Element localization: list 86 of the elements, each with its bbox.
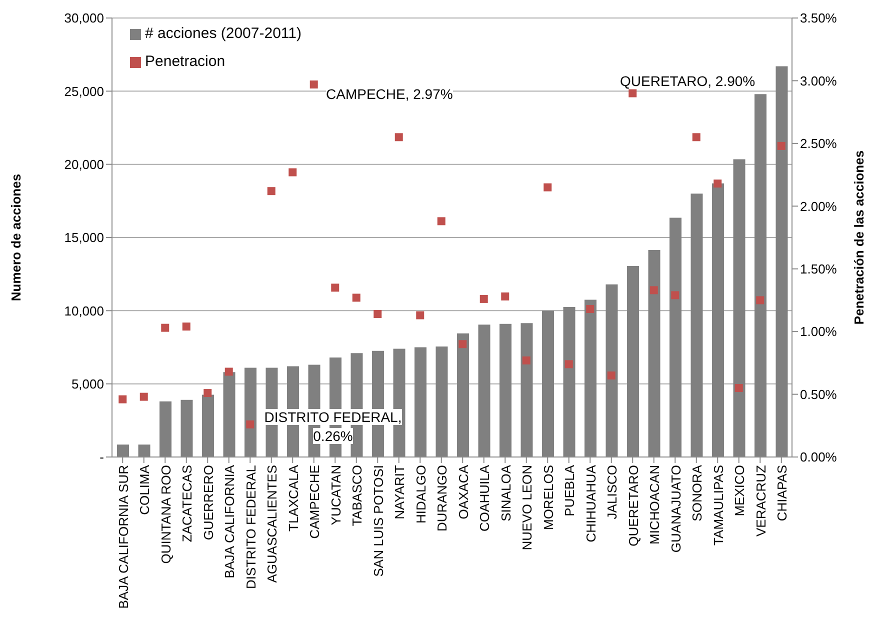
x-tick-label: MORELOS: [540, 464, 556, 530]
annotation: CAMPECHE, 2.97%: [326, 86, 453, 102]
point: [607, 371, 616, 380]
point: [522, 356, 530, 364]
y2-tick-label: 1.50%: [800, 261, 838, 276]
x-tick-label: COAHUILA: [477, 464, 492, 532]
x-tick-label: HIDALGO: [413, 465, 428, 524]
y2-tick-label: 3.00%: [800, 73, 838, 88]
x-tick-label: GUANAJUATO: [668, 465, 684, 553]
point: [628, 89, 637, 98]
x-tick-label: COLIMA: [137, 464, 152, 515]
point: [204, 389, 212, 398]
x-tick-label: VERACRUZ: [753, 464, 768, 537]
y2-tick-label: 2.50%: [800, 136, 838, 152]
y2-tick-label: 1.00%: [800, 324, 838, 340]
x-tick-label: DURANGO: [434, 465, 450, 532]
x-tick-label: SONORA: [690, 464, 705, 522]
x-tick-label: TABASCO: [350, 465, 365, 526]
x-tick-label: MEXICO: [732, 465, 748, 516]
point: [650, 286, 658, 294]
x-tick-label: SAN LUIS POTOSI: [370, 465, 386, 577]
y-tick-label: 25,000: [64, 84, 104, 99]
y-axis-title: Numero de acciones: [8, 174, 24, 302]
x-tick-label: YUCATAN: [328, 465, 344, 526]
legend-label: # acciones (2007-2011): [145, 24, 302, 44]
x-tick-label: MICHOACAN: [647, 465, 662, 544]
point: [437, 217, 446, 226]
point: [544, 183, 552, 192]
point: [331, 284, 340, 292]
point: [182, 322, 190, 331]
point: [734, 384, 743, 392]
point: [161, 324, 170, 332]
y-tick-label: 15,000: [64, 230, 104, 246]
x-tick-label: NUEVO LEON: [520, 465, 535, 550]
y-tick-label: 5,000: [71, 376, 104, 392]
point: [352, 294, 360, 302]
point: [564, 360, 573, 368]
x-tick-label: SINALOA: [498, 464, 514, 522]
point: [224, 368, 233, 376]
y2-tick-label: 2.00%: [800, 198, 838, 214]
x-tick-label: TAMAULIPAS: [710, 464, 726, 546]
x-tick-label: PUEBLA: [562, 464, 578, 516]
x-tick-label: AGUASCALIENTES: [264, 464, 280, 583]
point: [458, 340, 467, 348]
point: [416, 311, 424, 320]
point: [288, 168, 297, 176]
point: [267, 187, 276, 196]
x-tick-label: QUERETARO: [626, 465, 641, 546]
x-tick-label: BAJA CALIFORNIA: [222, 464, 238, 578]
y2-tick-label: 0.50%: [800, 386, 838, 402]
point: [714, 180, 722, 188]
x-tick-label: CHIHUAHUA: [583, 464, 598, 542]
x-tick-label: GUERRERO: [200, 465, 216, 540]
point: [501, 292, 510, 300]
legend-label: Penetracion: [145, 52, 226, 72]
point: [756, 296, 764, 304]
x-tick-label: ZACATECAS: [180, 464, 195, 542]
point: [394, 133, 403, 142]
point: [671, 291, 680, 300]
annotation: QUERETARO, 2.90%: [620, 73, 756, 89]
point: [140, 392, 148, 401]
y-tick-label: -: [100, 450, 104, 465]
point: [777, 142, 786, 150]
point: [310, 80, 318, 88]
y-tick-label: 20,000: [64, 156, 104, 172]
x-tick-label: BAJA CALIFORNIA SUR: [116, 465, 131, 609]
y2-axis-title: Penetración de las acciones: [852, 150, 867, 325]
point: [692, 133, 700, 142]
y-tick-label: 30,000: [64, 10, 104, 26]
x-tick-label: CHIAPAS: [774, 464, 790, 522]
point: [118, 395, 127, 404]
y2-tick-label: 0.00%: [800, 450, 838, 465]
x-tick-label: QUINTANA ROO: [158, 465, 174, 564]
y-tick-label: 10,000: [64, 303, 104, 318]
point: [480, 294, 488, 303]
x-tick-label: CAMPECHE: [307, 464, 322, 539]
x-tick-label: OAXACA: [456, 464, 471, 520]
x-tick-label: DISTRITO FEDERAL: [243, 465, 258, 590]
point: [586, 304, 594, 313]
x-tick-label: JALISCO: [604, 465, 620, 520]
y2-tick-label: 3.50%: [800, 10, 838, 26]
x-tick-label: TLAXCALA: [286, 464, 301, 532]
annotation: DISTRITO FEDERAL, 0.26%: [264, 409, 402, 444]
point: [246, 420, 254, 428]
point: [374, 310, 382, 318]
x-tick-label: NAYARIT: [392, 464, 408, 520]
